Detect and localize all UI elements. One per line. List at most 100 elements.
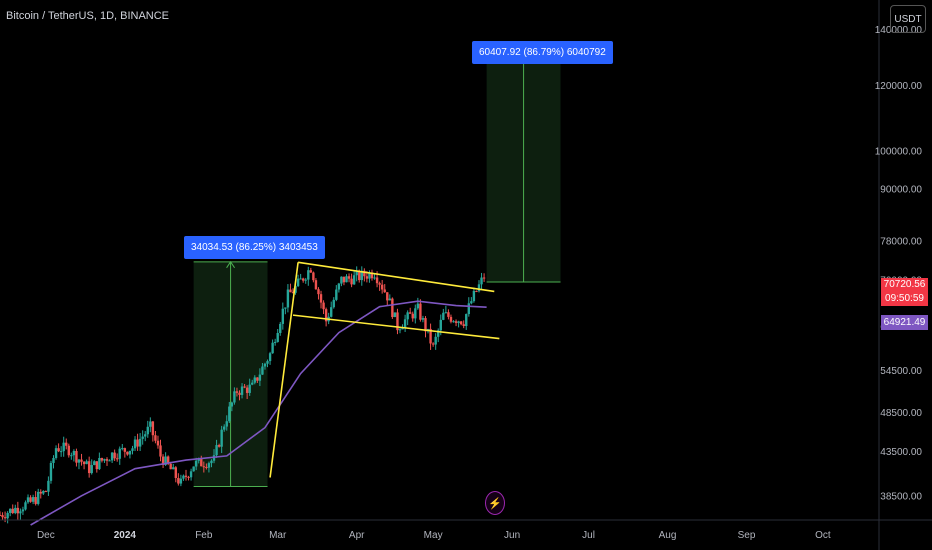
price-tick-label: 54500.00: [880, 366, 922, 377]
candle-body-82: [207, 463, 211, 468]
candle-body-81: [205, 466, 208, 468]
candle-body-80: [202, 466, 206, 468]
candle-body-43: [108, 460, 111, 462]
candle-body-33: [82, 461, 86, 465]
candle-body-151: [383, 289, 386, 293]
bar-countdown: 09:50:59: [885, 293, 924, 304]
candle-body-77: [194, 460, 198, 467]
candle-body-161: [409, 312, 412, 314]
time-tick-label: Aug: [659, 530, 677, 541]
candle-body-186: [472, 290, 476, 302]
candle-body-172: [437, 330, 440, 337]
candle-body-34: [85, 461, 88, 465]
candle-body-135: [342, 276, 346, 283]
trendline-1: [269, 262, 299, 478]
candle-body-41: [103, 459, 106, 461]
candle-body-30: [75, 450, 78, 463]
candle-body-71: [179, 478, 183, 484]
candle-body-76: [192, 466, 195, 472]
candle-body-137: [347, 276, 351, 279]
moving-average-tag: 64921.49: [881, 315, 928, 330]
candle-body-162: [411, 313, 414, 319]
candle-body-100: [253, 377, 256, 383]
candle-body-58: [146, 426, 149, 435]
time-tick-label: May: [424, 530, 443, 541]
candle-body-67: [169, 463, 172, 470]
measure-label-first: 34034.53 (86.25%) 3403453: [184, 236, 325, 259]
candle-body-22: [54, 448, 58, 459]
candle-body-10: [24, 502, 27, 510]
candle-body-165: [419, 303, 422, 320]
candle-body-140: [355, 271, 358, 276]
candle-body-101: [256, 377, 259, 381]
candle-body-171: [434, 336, 437, 345]
candle-body-55: [138, 438, 142, 447]
price-tick-label: 120000.00: [875, 81, 923, 92]
candle-body-74: [187, 476, 190, 478]
candle-body-106: [268, 353, 272, 362]
candle-body-62: [156, 440, 160, 446]
candle-body-14: [34, 497, 37, 504]
candle-body-153: [388, 298, 392, 301]
candle-body-37: [93, 461, 96, 466]
candle-body-149: [378, 283, 381, 285]
candle-body-163: [414, 308, 417, 319]
candle-body-46: [116, 458, 119, 460]
candle-body-157: [398, 329, 402, 331]
candle-body-97: [245, 387, 249, 393]
candle-body-39: [98, 458, 101, 470]
candle-body-56: [141, 436, 144, 439]
candle-body-50: [126, 451, 129, 455]
candle-body-51: [128, 450, 132, 455]
time-axis: Dec 2024 Feb Mar Apr May Jun Jul Aug Sep Oct: [37, 530, 831, 541]
candle-body-174: [442, 312, 445, 320]
candle-body-49: [123, 448, 127, 452]
candle-body-0: [0, 515, 2, 517]
candle-body-59: [149, 421, 152, 427]
candle-body-115: [291, 292, 295, 294]
candle-body-15: [37, 491, 40, 504]
candle-body-95: [240, 386, 244, 395]
candle-body-103: [261, 366, 264, 375]
candle-body-29: [72, 450, 76, 456]
candle-body-93: [235, 391, 239, 393]
candle-body-146: [370, 272, 374, 279]
candle-body-102: [258, 374, 262, 381]
candle-body-152: [386, 292, 389, 301]
candle-body-181: [459, 321, 463, 325]
candle-body-17: [42, 491, 45, 494]
candle-body-154: [391, 298, 394, 318]
candle-body-188: [477, 284, 481, 292]
candle-body-184: [467, 303, 470, 315]
candle-body-136: [345, 276, 348, 283]
candle-body-166: [421, 318, 425, 320]
candle-body-120: [304, 279, 307, 281]
candle-body-52: [131, 448, 134, 451]
candle-body-132: [335, 289, 338, 300]
candle-body-92: [233, 391, 236, 403]
trendline-3: [292, 314, 500, 340]
candle-body-32: [80, 459, 83, 462]
candlestick-series: [0, 266, 486, 524]
candle-body-4: [8, 508, 12, 513]
trendlines: [269, 261, 500, 478]
candle-body-31: [77, 459, 81, 463]
currency-button[interactable]: USDT: [890, 5, 926, 33]
candle-body-72: [182, 475, 185, 479]
candle-body-73: [184, 475, 188, 477]
time-tick-label: Jun: [504, 530, 520, 541]
candle-body-173: [439, 319, 442, 331]
candle-body-18: [44, 491, 48, 493]
candle-body-89: [225, 421, 228, 427]
candle-body-187: [475, 290, 478, 292]
candle-body-19: [47, 480, 50, 492]
candle-body-25: [62, 442, 65, 452]
price-tick-label: 100000.00: [875, 147, 923, 158]
candle-body-53: [133, 439, 137, 449]
symbol-title[interactable]: Bitcoin / TetherUS, 1D, BINANCE: [6, 10, 170, 22]
candle-body-104: [263, 363, 267, 367]
lightning-icon[interactable]: ⚡: [485, 491, 505, 515]
last-price-tag: 70720.56 09:50:59: [881, 278, 928, 306]
candle-body-107: [271, 342, 274, 354]
